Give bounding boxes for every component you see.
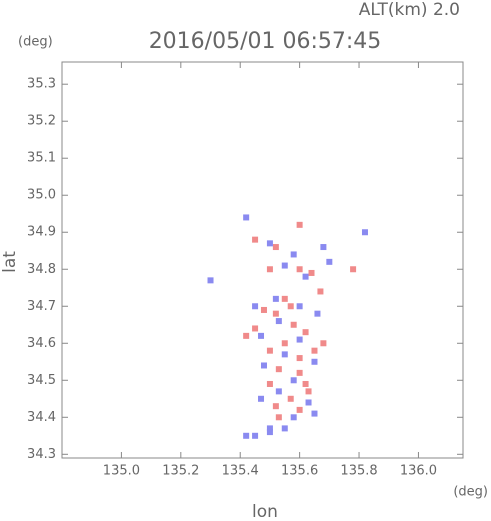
radar-cell [260,362,267,369]
radar-cell [252,303,259,310]
radar-cell [281,262,288,269]
radar-cell [281,351,288,358]
radar-cell [361,229,368,236]
radar-cell [252,325,259,332]
radar-cell [243,332,250,339]
radar-cell [272,295,279,302]
radar-cell [290,377,297,384]
radar-cell [266,380,273,387]
radar-cell [311,347,318,354]
radar-cell [281,425,288,432]
radar-cell [317,288,324,295]
radar-cell [311,410,318,417]
plot-frame [61,61,464,459]
radar-cell [243,214,250,221]
y-tick-label: 35.0 [27,188,56,203]
x-tick-label: 135.0 [103,464,140,479]
y-tick-label: 35.3 [27,77,56,92]
y-tick-label: 34.6 [27,336,56,351]
radar-cell [290,414,297,421]
radar-cell [281,295,288,302]
radar-cell [243,432,250,439]
radar-cell [296,303,303,310]
radar-cell [287,303,294,310]
radar-cell [252,236,259,243]
radar-cell [290,321,297,328]
x-tick-label: 135.8 [340,464,377,479]
radar-cell [296,355,303,362]
radar-cell [296,336,303,343]
radar-cell [258,332,265,339]
radar-cell [305,399,312,406]
y-unit: (deg) [18,35,53,50]
y-axis-label: lat [0,251,20,273]
radar-cell [296,369,303,376]
radar-cell [272,310,279,317]
radar-cell [296,406,303,413]
radar-cell [252,432,259,439]
y-tick-label: 34.8 [27,262,56,277]
radar-cell [272,244,279,251]
radar-cell [260,306,267,313]
radar-cell [258,395,265,402]
x-unit: (deg) [453,485,488,500]
y-tick-label: 34.7 [27,299,56,314]
radar-cell [281,340,288,347]
radar-cell [296,221,303,228]
radar-cell [287,395,294,402]
radar-cell [266,347,273,354]
y-tick-label: 35.1 [27,151,56,166]
radar-cell [266,266,273,273]
radar-cell [272,403,279,410]
x-tick-label: 136.0 [400,464,437,479]
y-tick-label: 34.4 [27,410,56,425]
radar-cell [296,266,303,273]
radar-cell [314,310,321,317]
chart-title: 2016/05/01 06:57:45 [149,29,382,54]
radar-cell [302,273,309,280]
subtitle: ALT(km) 2.0 [359,0,460,20]
radar-cell [275,318,282,325]
radar-cell [275,366,282,373]
radar-cell [266,429,273,436]
radar-cell [302,329,309,336]
radar-cell [302,380,309,387]
x-tick-label: 135.6 [281,464,318,479]
radar-cell [320,340,327,347]
radar-cell [266,240,273,247]
y-tick-label: 35.2 [27,114,56,129]
radar-cell [320,244,327,251]
radar-cell [350,266,357,273]
x-tick-label: 135.2 [162,464,199,479]
x-axis-label: lon [252,502,278,521]
radar-cell [266,425,273,432]
radar-cell [311,358,318,365]
radar-cell [275,414,282,421]
radar-cell [275,388,282,395]
y-tick-label: 34.9 [27,225,56,240]
radar-cell [207,277,214,284]
radar-cell [305,388,312,395]
x-tick-label: 135.4 [222,464,259,479]
radar-cell [326,258,333,265]
radar-cell [290,251,297,258]
radar-cell [308,269,315,276]
y-tick-label: 34.5 [27,373,56,388]
y-tick-label: 34.3 [27,447,56,462]
